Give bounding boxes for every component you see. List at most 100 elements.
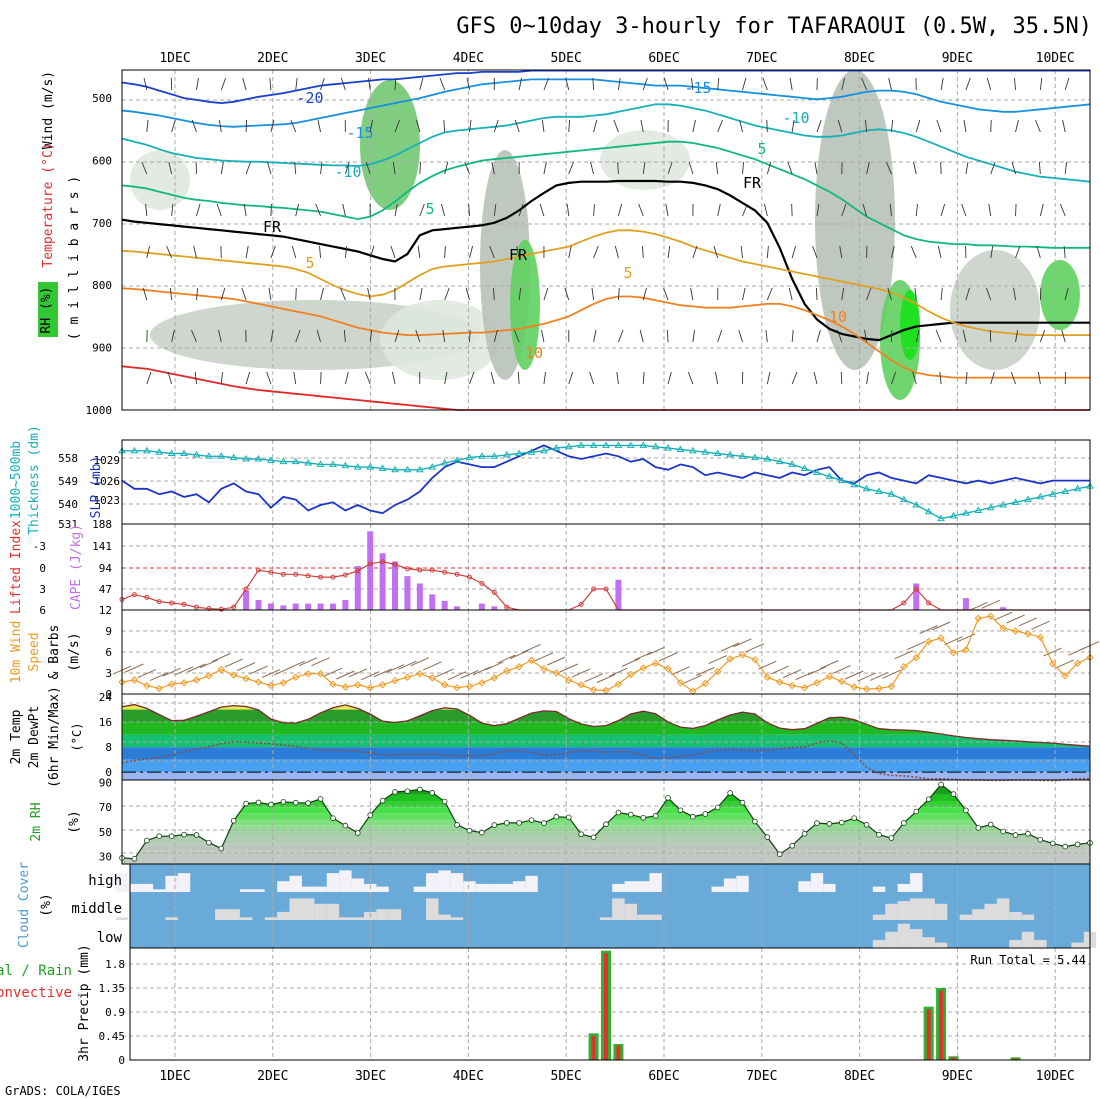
day-label-top: 10DEC [1036, 51, 1075, 66]
wind-barb [993, 611, 1013, 621]
cape-bar [454, 606, 461, 610]
thickness-tick: 558 [58, 452, 78, 465]
rh-shading [815, 70, 895, 370]
thickness-point [1011, 498, 1020, 505]
rh-shading [1040, 260, 1080, 330]
wind-barb [667, 245, 671, 259]
wind-barb [638, 203, 644, 217]
wind-barb [720, 642, 740, 652]
isotherm-label: 10 [829, 308, 847, 326]
ylabel-minmax: (6hr Min/Max) [47, 686, 62, 788]
ylabel-thickness-range: 1000~500mb [9, 441, 24, 519]
wind-barb [1031, 620, 1050, 630]
wind-speed-point [862, 685, 871, 693]
cloud-level-label: low [97, 930, 123, 946]
cloud-cell-high [277, 881, 290, 892]
wind-barb [218, 119, 222, 133]
wind-barb [442, 329, 446, 343]
isotherm-label: FR [743, 174, 762, 192]
wind-barb [323, 667, 343, 677]
ylabel-temperature: Temperature (°C) [41, 142, 56, 267]
wind-barb [1039, 77, 1043, 91]
rh-point [392, 789, 398, 795]
wind-barb [663, 287, 669, 301]
wind-barb [617, 161, 619, 175]
wind-barb [493, 203, 497, 217]
ylabel-barbs: & Barbs [47, 625, 62, 680]
rh-point [690, 813, 696, 820]
thickness-point [552, 444, 561, 451]
isotherm-line [121, 179, 1090, 342]
wind-barb [791, 119, 795, 133]
cloud-cell-high [128, 883, 141, 892]
cloud-cell-low [922, 937, 935, 948]
wind-barb [795, 671, 814, 681]
wind-barb [667, 161, 673, 175]
thickness-point [626, 441, 635, 448]
wind-barb [410, 657, 430, 667]
cloud-cell-high [426, 873, 439, 892]
wind-barb [791, 203, 793, 217]
wind-barb [907, 641, 926, 651]
wind-speed-point [552, 669, 561, 677]
wind-barb [965, 161, 969, 175]
li-point [144, 594, 150, 600]
rh-point [1000, 828, 1006, 835]
li-point [591, 586, 597, 592]
thickness-point [254, 454, 263, 462]
wind-barb [739, 119, 743, 133]
rh-point [479, 829, 485, 836]
cloud-cover-panel: high middle low Cloud Cover (%) [17, 862, 1097, 949]
wind-speed-point [341, 683, 350, 691]
wind-speed-point [1011, 627, 1020, 635]
cloud-cell-middle [637, 914, 650, 920]
wind-barb [162, 667, 181, 677]
wind-barb [343, 329, 346, 343]
li-point [578, 601, 584, 607]
cloud-cell-high [723, 878, 737, 892]
rh-tick: 90 [99, 776, 112, 789]
wind-barb [609, 667, 628, 677]
thickness-point [887, 490, 896, 497]
rh-point [1025, 830, 1031, 837]
rh-point [727, 790, 733, 796]
wind-barb [218, 329, 222, 343]
wind-barb [166, 245, 173, 259]
wind-barb [593, 245, 599, 259]
rh-point [752, 818, 758, 825]
cloud-cell-middle [115, 917, 129, 920]
rh-point [541, 820, 547, 826]
wind-speed-point [1036, 633, 1045, 642]
li-point [392, 562, 398, 567]
cape-bar [404, 576, 411, 610]
wind-speed-point [453, 683, 461, 692]
wind-speed-point [850, 683, 858, 691]
thickness-point [391, 465, 399, 473]
rh-point [888, 835, 895, 841]
wind-barb [742, 161, 745, 175]
cloud-cell-high [376, 886, 389, 892]
ylabel-cape: CAPE (J/kg) [69, 524, 84, 610]
wind-barb [517, 371, 520, 385]
cloud-cell-middle [351, 917, 364, 920]
cloud-cell-middle [239, 917, 253, 920]
isotherm-line [121, 287, 1090, 379]
thickness-point [440, 459, 449, 466]
wind-barb [890, 119, 894, 133]
day-label-top: 9DEC [942, 51, 973, 66]
wind-barb [444, 287, 450, 301]
wind-barb [1059, 203, 1066, 217]
wind-barb [167, 371, 173, 385]
rh-point [429, 790, 436, 796]
wind-barb [782, 669, 802, 679]
temp-tick: 24 [99, 691, 113, 704]
day-label-bottom: 1DEC [159, 1069, 190, 1084]
li-tick: 0 [39, 562, 46, 575]
wind-speed-point [651, 659, 660, 667]
cloud-cell-high [500, 883, 513, 892]
cloud-cell-middle [1009, 911, 1022, 920]
rh-point [404, 788, 411, 794]
wind-barb [1064, 371, 1067, 385]
wind-barb [837, 119, 843, 133]
wind-speed-point [974, 614, 983, 623]
